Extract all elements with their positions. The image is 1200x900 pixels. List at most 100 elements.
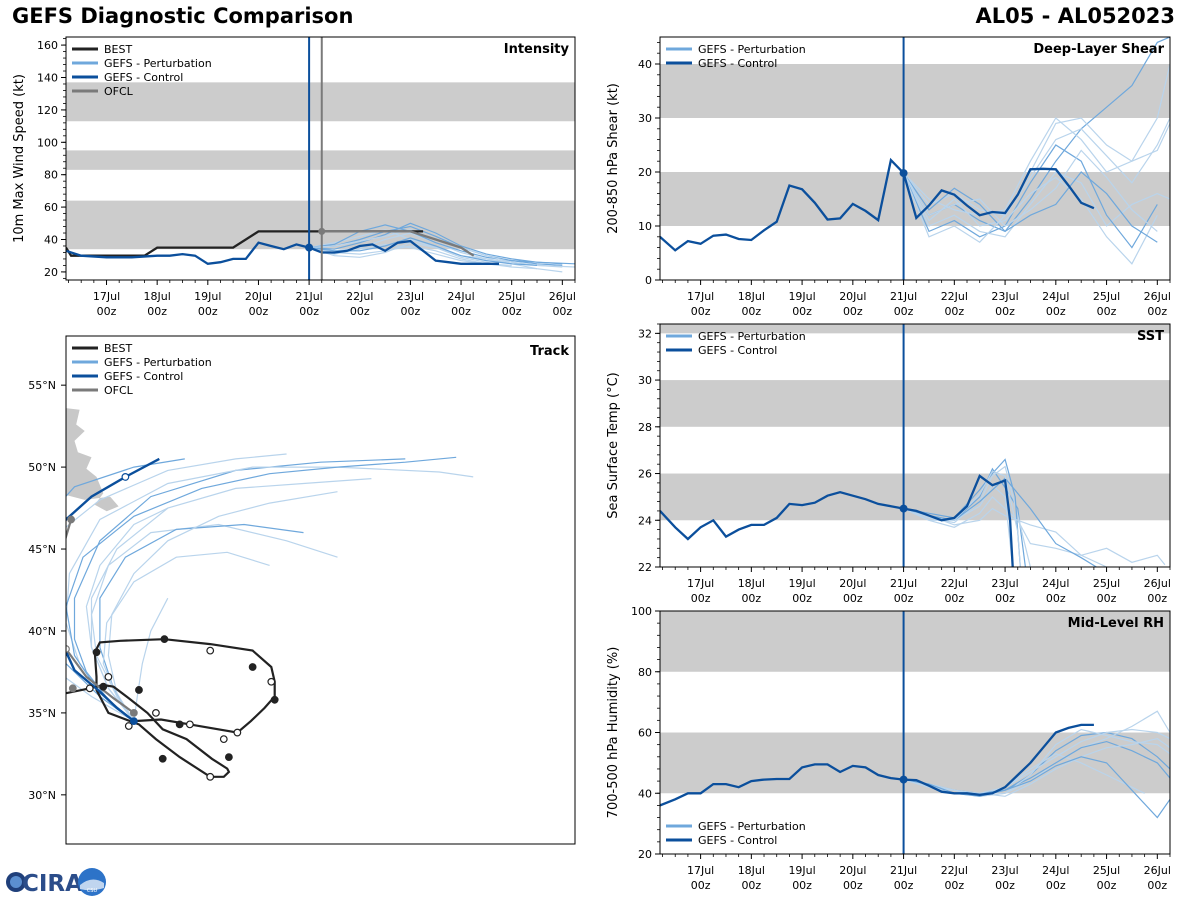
- threshold-band: [660, 611, 1170, 672]
- lat-tick-label: 50°N: [28, 461, 56, 474]
- x-tick-sublabel: 00z: [552, 305, 572, 318]
- x-tick-label: 17Jul: [687, 290, 714, 303]
- y-tick-label: 80: [638, 666, 652, 679]
- control-track-marker: [47, 560, 54, 567]
- best-track-marker: [233, 728, 242, 737]
- legend-entry-gefs-perturbation: GEFS - Perturbation: [72, 57, 212, 70]
- shear-panel-title: Deep-Layer Shear: [1033, 42, 1164, 57]
- perturbation-track-line: [90, 478, 372, 722]
- legend-entry-gefs-control: GEFS - Control: [72, 370, 183, 383]
- best-track-marker: [85, 684, 94, 693]
- legend-label: GEFS - Control: [698, 344, 777, 357]
- perturbation-member-line: [903, 117, 1170, 216]
- x-tick-sublabel: 00z: [894, 592, 914, 605]
- perturbation-member-line: [309, 222, 563, 265]
- legend-label: GEFS - Control: [698, 57, 777, 70]
- y-tick-label: 20: [44, 266, 58, 279]
- best-track-marker: [267, 677, 276, 686]
- x-tick-sublabel: 00z: [792, 592, 812, 605]
- threshold-band: [660, 64, 1170, 118]
- x-tick-sublabel: 00z: [691, 879, 711, 892]
- perturbation-member-line: [903, 484, 1014, 567]
- shear-panel: 0 10 20 30 40 17Jul 00z 18Jul 00z 19Jul 00z 20Jul 00…: [606, 36, 1171, 318]
- control-track-path: [66, 457, 160, 723]
- y-tick-label: 30: [638, 112, 652, 125]
- lat-tick-label: 45°N: [28, 543, 56, 556]
- x-tick-label: 20Jul: [839, 290, 866, 303]
- legend-entry-best: BEST: [72, 43, 132, 56]
- perturbation-track-line: [99, 523, 304, 722]
- control-line: [660, 723, 1094, 807]
- x-tick-sublabel: 00z: [691, 305, 711, 318]
- shear-frame: [659, 36, 1171, 281]
- y-tick-label: 100: [37, 136, 58, 149]
- rh-panel-title: Mid-Level RH: [1068, 616, 1164, 631]
- x-tick-label: 21Jul: [890, 577, 917, 590]
- sst-panel: 22 24 26 28 30 32 17Jul 00z 18Jul 00z 19Jul 00z 20Ju…: [606, 323, 1171, 605]
- x-tick-label: 18Jul: [144, 290, 171, 303]
- y-tick-label: 24: [638, 514, 652, 527]
- intensity-bands: [66, 82, 575, 250]
- best-track-path: [66, 638, 276, 778]
- ofcl-track-marker: [67, 515, 75, 524]
- x-tick-sublabel: 00z: [944, 592, 964, 605]
- x-tick-label: 21Jul: [295, 290, 322, 303]
- x-tick-sublabel: 00z: [995, 305, 1015, 318]
- x-tick-sublabel: 00z: [198, 305, 218, 318]
- x-tick-label: 24Jul: [1042, 290, 1069, 303]
- x-tick-sublabel: 00z: [741, 592, 761, 605]
- x-tick-label: 23Jul: [991, 577, 1018, 590]
- x-tick-sublabel: 00z: [1147, 592, 1167, 605]
- x-tick-label: 19Jul: [788, 864, 815, 877]
- perturbation-member-line: [903, 171, 1158, 243]
- legend-label: GEFS - Perturbation: [698, 43, 806, 56]
- y-tick-label: 20: [638, 166, 652, 179]
- x-tick-sublabel: 00z: [451, 305, 471, 318]
- x-tick-label: 26Jul: [1144, 577, 1171, 590]
- y-tick-label: 40: [44, 234, 58, 247]
- control-line: [660, 474, 1014, 567]
- x-tick-label: 23Jul: [991, 290, 1018, 303]
- track-panel-title: Track: [530, 344, 569, 359]
- best-track-marker: [92, 648, 101, 657]
- perturbation-member-line: [903, 149, 1158, 232]
- x-tick-sublabel: 00z: [1046, 879, 1066, 892]
- best-track-marker: [270, 695, 279, 704]
- lat-tick-label: 30°N: [28, 789, 56, 802]
- track-frame: [65, 335, 576, 845]
- control-line: [66, 239, 499, 265]
- perturbation-member-line: [903, 144, 1158, 249]
- threshold-band: [660, 324, 1170, 334]
- perturbation-track-line: [107, 491, 338, 722]
- perturbation-member-line: [903, 171, 1170, 238]
- x-tick-label: 19Jul: [788, 290, 815, 303]
- perturbation-track-line: [85, 507, 169, 722]
- control-track-marker: [121, 473, 130, 481]
- figure-title: GEFS Diagnostic Comparison: [12, 4, 354, 28]
- rh-series: [660, 710, 1170, 819]
- best-track-marker: [248, 663, 257, 671]
- x-tick-sublabel: 00z: [299, 305, 319, 318]
- x-tick-label: 20Jul: [839, 577, 866, 590]
- ofcl-line: [321, 230, 475, 257]
- x-tick-sublabel: 00z: [944, 305, 964, 318]
- legend-entry-gefs-perturbation: GEFS - Perturbation: [72, 356, 212, 369]
- perturbation-track-line: [73, 458, 406, 722]
- y-tick-label: 32: [638, 327, 652, 340]
- legend-entry-gefs-control: GEFS - Control: [666, 57, 777, 70]
- x-tick-label: 25Jul: [498, 290, 525, 303]
- x-tick-label: 26Jul: [1144, 864, 1171, 877]
- x-tick-sublabel: 00z: [401, 305, 421, 318]
- x-tick-sublabel: 00z: [894, 305, 914, 318]
- rh-bands: [660, 611, 1170, 794]
- x-tick-sublabel: 00z: [350, 305, 370, 318]
- ofcl-track-marker: [68, 684, 77, 693]
- best-track-marker: [152, 709, 160, 717]
- legend-label: OFCL: [104, 384, 134, 397]
- y-tick-label: 30: [638, 374, 652, 387]
- x-tick-sublabel: 00z: [147, 305, 167, 318]
- intensity-y-axis-label: 10m Max Wind Speed (kt): [12, 74, 27, 243]
- perturbation-member-line: [903, 470, 1021, 567]
- legend-entry-gefs-perturbation: GEFS - Perturbation: [666, 43, 806, 56]
- cira-logo: CIRA CSU: [6, 868, 106, 897]
